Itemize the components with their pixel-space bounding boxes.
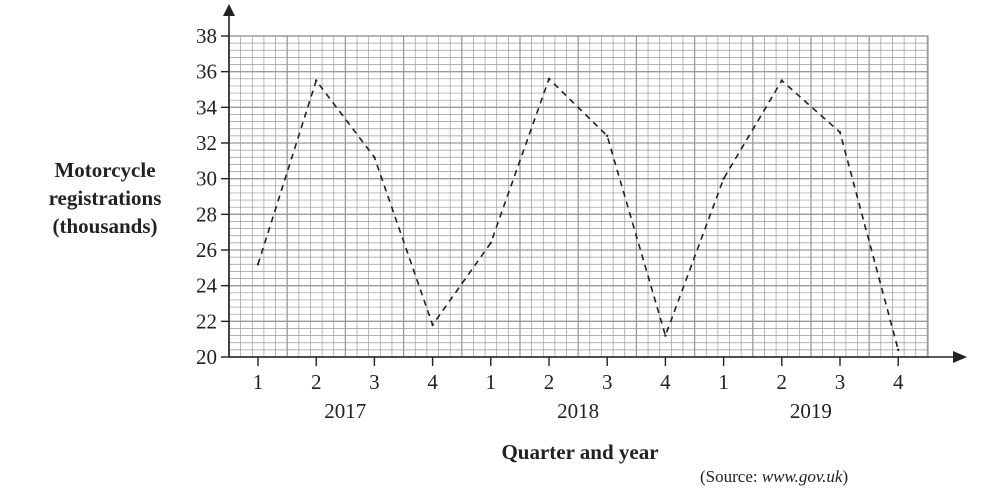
y-axis-label-line-3: (thousands) xyxy=(52,214,158,238)
x-tick-label: 4 xyxy=(893,370,904,394)
source-note: (Source: www.gov.uk) xyxy=(700,467,848,487)
chart-axes xyxy=(223,4,967,363)
y-axis-arrow xyxy=(223,4,235,16)
y-tick-label: 30 xyxy=(196,167,217,191)
data-point xyxy=(431,323,434,327)
x-tick-label: 2 xyxy=(777,370,788,394)
y-tick-label: 22 xyxy=(196,309,217,333)
year-label: 2018 xyxy=(557,399,599,423)
y-axis-label: Motorcycle registrations (thousands) xyxy=(30,156,180,240)
y-tick-label: 36 xyxy=(196,60,217,84)
y-tick-label: 26 xyxy=(196,238,217,262)
data-point xyxy=(315,79,318,82)
data-point xyxy=(722,177,725,180)
data-point xyxy=(547,77,551,81)
x-axis-label: Quarter and year xyxy=(501,440,659,464)
x-axis-arrow xyxy=(953,351,967,363)
x-tick-label: 1 xyxy=(253,370,264,394)
y-tick-label: 28 xyxy=(196,202,217,226)
y-tick-label: 32 xyxy=(196,131,217,155)
data-point xyxy=(838,131,842,134)
y-axis-ticks: 20 22 24 26 28 30 32 34 36 38 xyxy=(196,24,229,369)
y-tick-label: 38 xyxy=(196,24,217,48)
x-tick-label: 3 xyxy=(369,370,380,394)
x-tick-label: 4 xyxy=(427,370,438,394)
source-suffix: ) xyxy=(842,467,849,486)
year-label: 2019 xyxy=(790,399,832,423)
y-tick-label: 20 xyxy=(196,345,217,369)
series-group xyxy=(256,77,900,352)
y-axis-label-line-1: Motorcycle xyxy=(54,158,156,182)
source-site: www.gov.uk xyxy=(761,467,843,486)
data-point xyxy=(606,134,609,138)
source-prefix: (Source: xyxy=(700,467,762,486)
data-point xyxy=(489,241,492,245)
year-label: 2017 xyxy=(324,399,366,423)
data-point xyxy=(373,156,376,159)
series-line xyxy=(257,77,899,351)
y-tick-label: 24 xyxy=(196,274,218,298)
data-point xyxy=(780,79,783,82)
data-point xyxy=(256,263,260,266)
x-tick-label: 2 xyxy=(544,370,555,394)
x-axis-ticks: 1 2 3 4 1 2 3 4 1 2 3 4 2017 2018 2019 xyxy=(253,357,904,423)
x-tick-label: 4 xyxy=(660,370,671,394)
y-tick-label: 34 xyxy=(196,95,218,119)
chart-grid xyxy=(228,35,929,358)
y-axis-label-line-2: registrations xyxy=(48,186,162,210)
x-tick-label: 3 xyxy=(835,370,846,394)
x-tick-label: 1 xyxy=(486,370,497,394)
x-tick-label: 1 xyxy=(718,370,729,394)
data-point xyxy=(897,348,900,352)
x-tick-label: 3 xyxy=(602,370,613,394)
x-tick-label: 2 xyxy=(311,370,322,394)
data-point xyxy=(664,334,667,337)
